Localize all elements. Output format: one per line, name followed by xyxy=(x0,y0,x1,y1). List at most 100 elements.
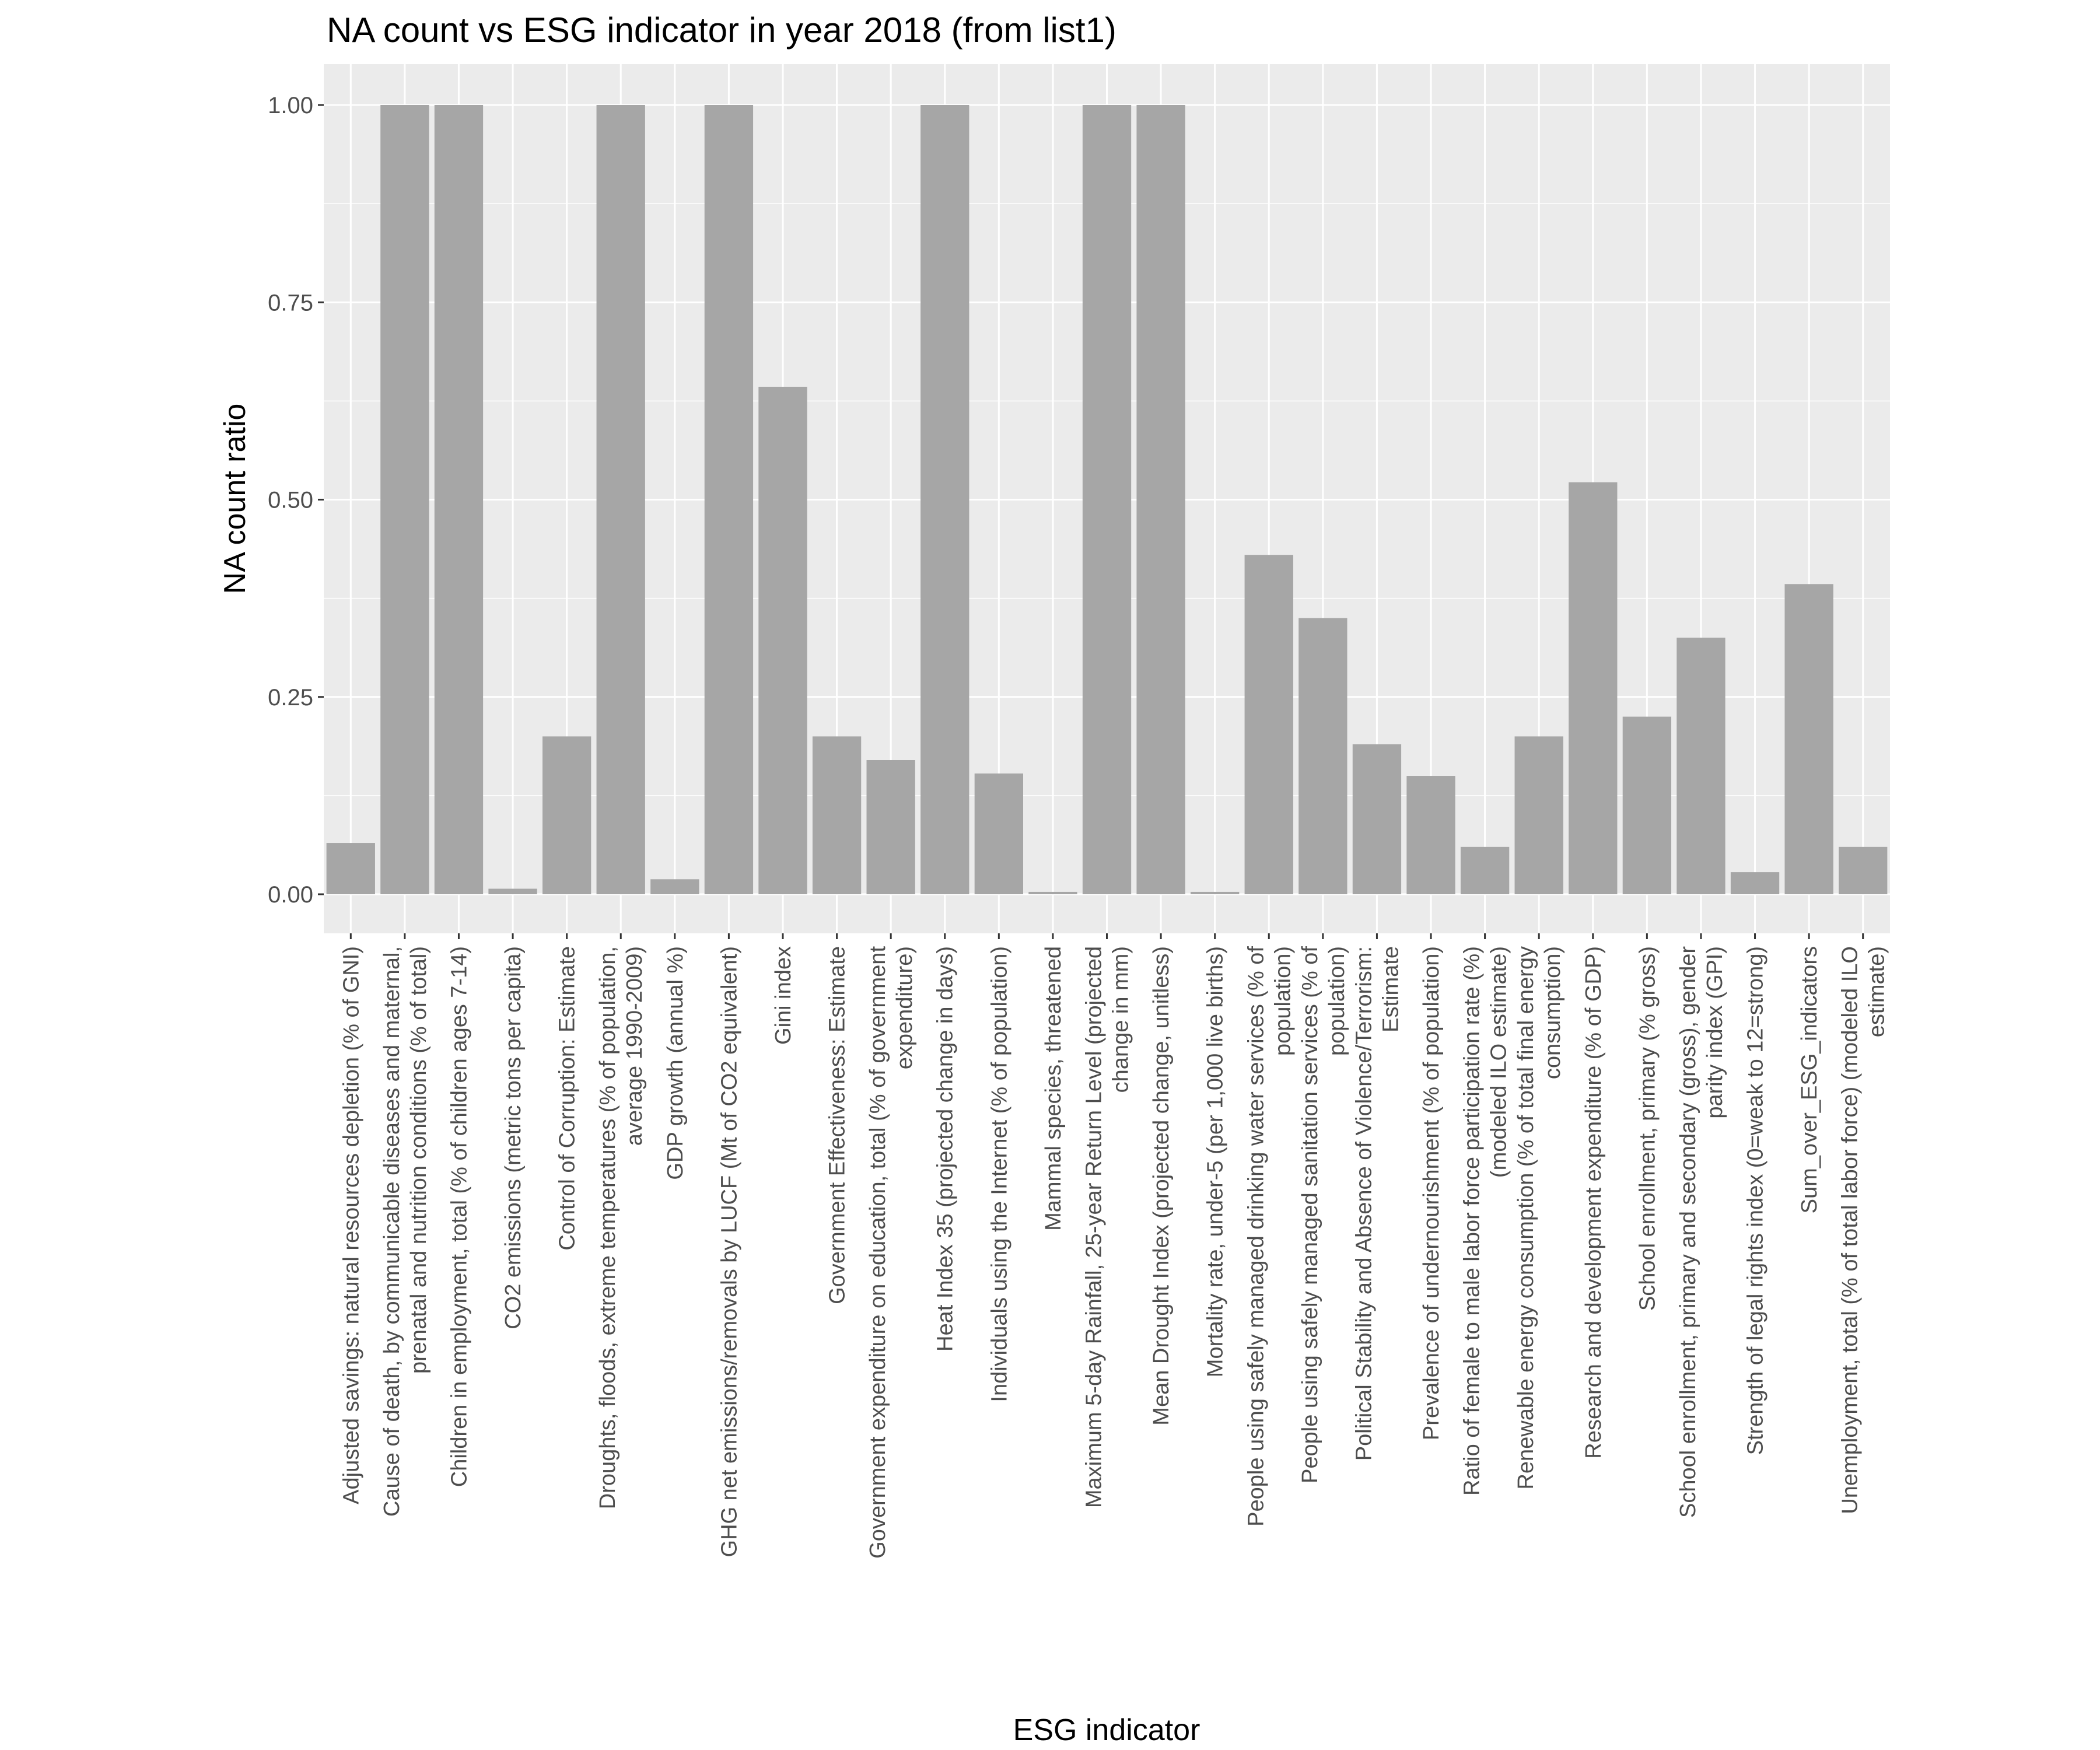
x-tick-label-line: Government expenditure on education, tot… xyxy=(866,946,890,1559)
bar xyxy=(921,105,970,894)
y-tick-label: 0.75 xyxy=(268,290,313,316)
x-tick-label: Adjusted savings: natural resources depl… xyxy=(339,946,363,1504)
x-tick-label: School enrollment, primary (% gross) xyxy=(1635,946,1660,1311)
bar xyxy=(1352,744,1402,894)
x-tick-label: Mammal species, threatened xyxy=(1041,946,1066,1231)
x-tick-label: Individuals using the Internet (% of pop… xyxy=(987,946,1012,1402)
x-tick-label: Political Stability and Absence of Viole… xyxy=(1352,946,1403,1461)
x-tick-label-line: Ratio of female to male labor force part… xyxy=(1460,946,1485,1496)
x-tick-label: School enrollment, primary and secondary… xyxy=(1676,946,1727,1518)
x-tick-label: Control of Corruption: Estimate xyxy=(555,946,580,1251)
bar xyxy=(542,736,592,894)
x-tick-label-line: population) xyxy=(1270,946,1295,1056)
x-tick-label: Mortality rate, under-5 (per 1,000 live … xyxy=(1203,946,1228,1377)
x-tick-label-line: (modeled ILO estimate) xyxy=(1487,946,1511,1178)
bar xyxy=(1460,846,1510,894)
x-tick-label: Unemployment, total (% of total labor fo… xyxy=(1838,946,1889,1514)
x-tick-label: Children in employment, total (% of chil… xyxy=(447,946,471,1487)
x-tick-label: Mean Drought Index (projected change, un… xyxy=(1149,946,1174,1426)
x-tick-label-line: People using safely managed sanitation s… xyxy=(1298,946,1322,1483)
x-tick-label: Government Effectiveness: Estimate xyxy=(825,946,850,1304)
x-tick-label-line: Political Stability and Absence of Viole… xyxy=(1352,946,1376,1461)
x-tick-label-line: population) xyxy=(1325,946,1349,1056)
x-tick-label-line: Control of Corruption: Estimate xyxy=(555,946,580,1251)
x-tick-label-line: Prevalence of undernourishment (% of pop… xyxy=(1419,946,1444,1440)
bar xyxy=(380,105,429,894)
y-tick-label: 1.00 xyxy=(268,93,313,118)
x-tick-label: Maximum 5-day Rainfall, 25-year Return L… xyxy=(1082,946,1133,1508)
x-tick-label-line: Renewable energy consumption (% of total… xyxy=(1514,946,1538,1490)
x-tick-label-line: School enrollment, primary and secondary… xyxy=(1676,946,1700,1518)
x-tick-label: Ratio of female to male labor force part… xyxy=(1460,946,1511,1496)
bar xyxy=(1244,555,1293,894)
bar xyxy=(1676,638,1726,894)
bar xyxy=(1569,482,1618,894)
x-axis-title: ESG indicator xyxy=(1013,1713,1200,1747)
y-tick-label: 0.00 xyxy=(268,882,313,908)
x-tick-label-line: GDP growth (annual %) xyxy=(663,946,688,1180)
bar xyxy=(488,888,537,894)
x-tick-label-line: change in mm) xyxy=(1109,946,1133,1093)
y-axis-title: NA count ratio xyxy=(218,404,252,594)
x-tick-label: Prevalence of undernourishment (% of pop… xyxy=(1419,946,1444,1440)
x-tick-label-line: Droughts, floods, extreme temperatures (… xyxy=(596,946,620,1509)
x-tick-label-line: People using safely managed drinking wat… xyxy=(1244,946,1268,1527)
x-tick-label: Sum_over_ESG_indicators xyxy=(1797,946,1822,1213)
bar xyxy=(758,387,807,894)
x-tick-label-line: Individuals using the Internet (% of pop… xyxy=(987,946,1012,1402)
x-tick-label-line: Maximum 5-day Rainfall, 25-year Return L… xyxy=(1082,946,1107,1508)
bar xyxy=(1082,105,1132,894)
y-tick-label: 0.50 xyxy=(268,488,313,513)
x-tick-label-line: parity index (GPI) xyxy=(1703,946,1727,1119)
bar xyxy=(596,105,645,894)
x-tick-label: GHG net emissions/removals by LUCF (Mt o… xyxy=(717,946,741,1557)
x-tick-label: Strength of legal rights index (0=weak t… xyxy=(1744,946,1768,1455)
bar xyxy=(1784,584,1833,894)
x-tick-label-line: Mammal species, threatened xyxy=(1041,946,1066,1231)
x-tick-label: Renewable energy consumption (% of total… xyxy=(1514,946,1565,1490)
x-tick-label-line: expenditure) xyxy=(892,946,917,1069)
x-tick-label-line: Sum_over_ESG_indicators xyxy=(1797,946,1822,1213)
x-tick-label: Gini index xyxy=(771,946,796,1045)
bar xyxy=(1406,776,1455,894)
bar xyxy=(866,760,915,894)
x-tick-label-line: prenatal and nutrition conditions (% of … xyxy=(407,946,431,1374)
bar xyxy=(434,105,484,894)
x-tick-label-line: Cause of death, by communicable diseases… xyxy=(380,946,404,1517)
x-tick-label: People using safely managed drinking wat… xyxy=(1244,946,1295,1527)
x-tick-label: Research and development expenditure (% … xyxy=(1581,946,1606,1459)
x-tick-label-line: Adjusted savings: natural resources depl… xyxy=(339,946,363,1504)
x-tick-label-line: Gini index xyxy=(771,946,796,1045)
bar xyxy=(812,736,862,894)
chart-title: NA count vs ESG indicator in year 2018 (… xyxy=(327,10,1116,50)
x-tick-label-line: consumption) xyxy=(1541,946,1565,1079)
x-tick-label: Droughts, floods, extreme temperatures (… xyxy=(596,946,647,1509)
bar xyxy=(1298,618,1348,894)
x-tick-label-line: Children in employment, total (% of chil… xyxy=(447,946,471,1487)
x-tick-label-line: CO2 emissions (metric tons per capita) xyxy=(501,946,526,1329)
x-tick-label-line: Heat Index 35 (projected change in days) xyxy=(933,946,958,1352)
x-tick-label: Cause of death, by communicable diseases… xyxy=(380,946,431,1517)
bar xyxy=(326,843,375,894)
y-tick-label: 0.25 xyxy=(268,685,313,710)
x-tick-label-line: estimate) xyxy=(1865,946,1889,1037)
x-tick-label-line: Government Effectiveness: Estimate xyxy=(825,946,850,1304)
x-tick-label: People using safely managed sanitation s… xyxy=(1298,946,1349,1483)
bar xyxy=(1191,891,1240,894)
x-tick-label: Heat Index 35 (projected change in days) xyxy=(933,946,958,1352)
x-tick-label-line: average 1990-2009) xyxy=(622,946,647,1146)
y-axis: 0.00 0.25 0.50 0.75 1.00 xyxy=(268,93,324,908)
bar xyxy=(1839,846,1888,894)
x-tick-label: CO2 emissions (metric tons per capita) xyxy=(501,946,526,1329)
x-tick-label-line: School enrollment, primary (% gross) xyxy=(1635,946,1660,1311)
x-tick-label-line: GHG net emissions/removals by LUCF (Mt o… xyxy=(717,946,741,1557)
bar xyxy=(1514,736,1563,894)
x-tick-label-line: Unemployment, total (% of total labor fo… xyxy=(1838,946,1863,1514)
x-tick-label: GDP growth (annual %) xyxy=(663,946,688,1180)
x-tick-label: Government expenditure on education, tot… xyxy=(866,946,917,1559)
bar xyxy=(1622,716,1672,894)
x-tick-label-line: Mean Drought Index (projected change, un… xyxy=(1149,946,1174,1426)
bar xyxy=(1136,105,1185,894)
bar xyxy=(974,773,1023,894)
